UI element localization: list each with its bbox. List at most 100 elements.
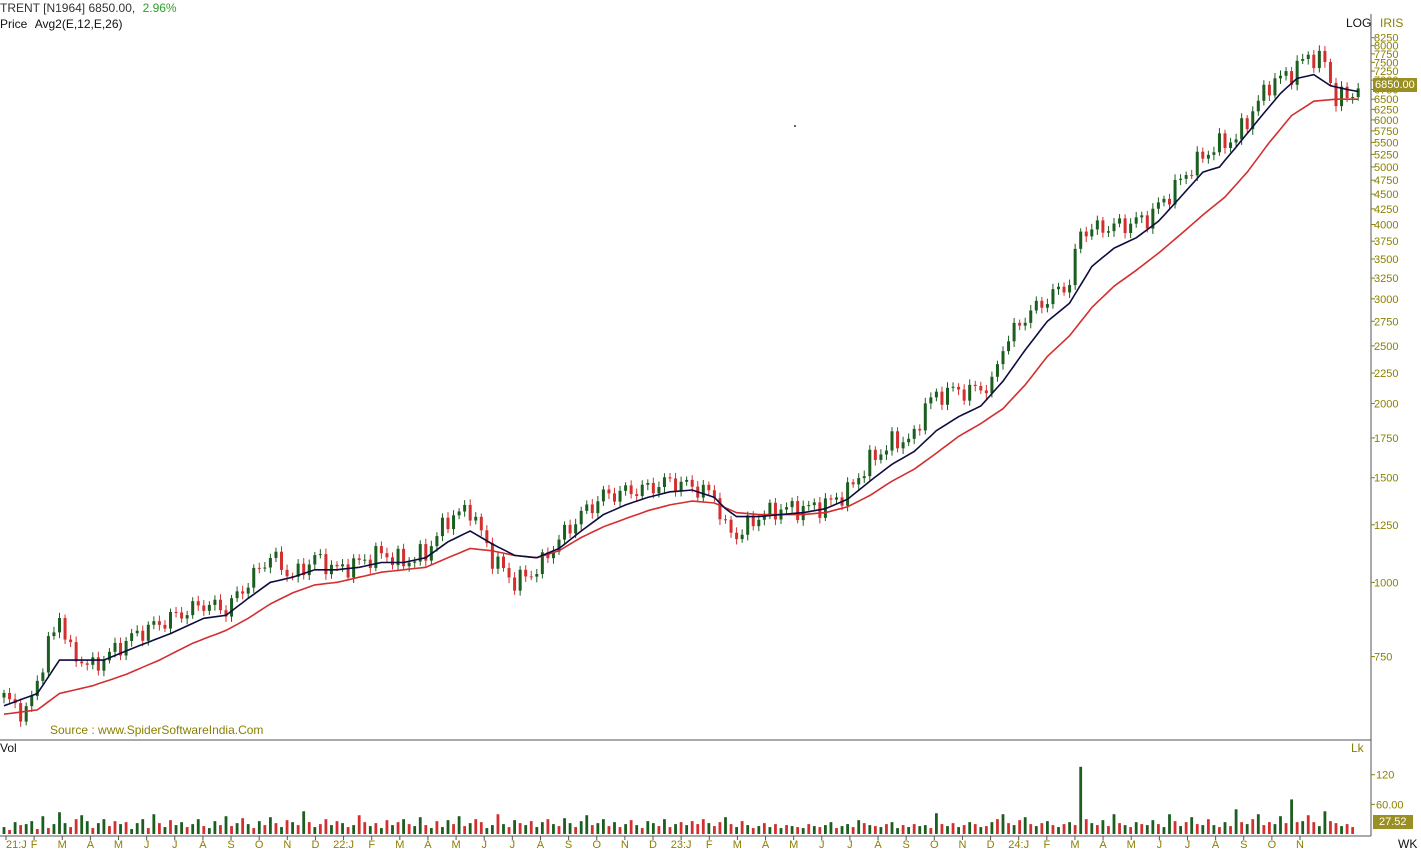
change-percent: 2.96% [142,1,177,15]
candle-body [335,564,339,567]
candle-body [479,516,483,531]
candle-body [890,431,894,451]
price-tick-label: 1250 [1374,520,1398,532]
volume-bar [418,817,422,834]
time-tick-label: J [481,839,487,851]
candle-body [662,477,666,488]
price-tick-label: 1500 [1374,473,1398,485]
candle-body [651,483,655,494]
candle-body [635,494,639,496]
candle-body [1234,139,1238,143]
volume-bar [707,823,711,834]
candle-body [1256,100,1260,112]
candle-body [551,551,555,559]
volume-bar [496,814,500,834]
time-tick-label: A [199,839,207,851]
volume-bar [779,828,783,834]
volume-bar [1290,799,1293,834]
volume-bar [1251,819,1255,834]
candle-body [474,516,478,521]
volume-bar [91,828,95,834]
volume-bar [851,827,855,834]
time-tick-label: M [452,839,461,851]
candle-body [1317,50,1321,69]
price-tick-label: 4000 [1374,220,1398,232]
volume-bar [63,823,67,834]
time-tick-label: A [874,839,882,851]
candle-body [674,478,678,492]
time-tick-label: J [819,839,825,851]
volume-bar [163,827,167,834]
volume-bar [812,826,816,834]
time-tick-label: S [565,839,572,851]
volume-bar [1351,827,1355,834]
volume-bar [801,828,805,834]
candle-body [1156,202,1160,209]
volume-bar [762,823,766,834]
candle-body [707,484,711,491]
volume-bar [252,828,256,834]
candle-body [1217,133,1221,153]
candle-body [735,532,739,540]
volume-bar [435,821,439,834]
volume-bar [518,823,522,834]
candle-body [241,591,245,594]
price-tick-label: 4500 [1374,189,1398,201]
candle-body [85,663,89,665]
indicator-label: Avg2(E,12,E,26) [34,17,123,31]
candle-body [96,657,100,671]
candle-body [1179,178,1183,180]
candle-body [91,657,95,665]
time-tick-label: 22:J [333,839,354,851]
volume-bar [1301,821,1305,834]
last-price: 6850.00, [88,1,136,15]
candle-body [590,504,594,514]
candle-body [1206,154,1210,159]
volume-bar [96,823,100,834]
candle-body [934,391,938,398]
volume-bar [1245,824,1249,834]
volume-bar [1073,825,1077,834]
price-tick-label: 7750 [1374,49,1398,61]
volume-bar [341,823,344,834]
source-caption: Source : www.SpiderSoftwareIndia.Com [50,723,264,737]
volume-bar [1323,811,1327,834]
volume-bar [196,819,200,834]
volume-bar [602,819,605,834]
candle-body [918,428,922,431]
candle-body [1045,304,1049,308]
volume-bar [646,821,650,834]
volume-bar [468,823,472,834]
candle-body [757,519,761,527]
volume-bar [1334,823,1338,834]
candle-body [446,517,450,530]
symbol-label: TRENT [N1964] [0,1,86,15]
volume-bar [130,829,134,834]
candle-body [235,591,239,599]
time-tick-label: D [649,839,657,851]
candle-body [413,561,417,563]
volume-bar [1240,822,1244,834]
volume-bar [1140,824,1144,834]
volume-bar [979,827,983,834]
log-toggle[interactable]: LOG [1346,16,1372,30]
time-tick-label: M [1127,839,1136,851]
volume-bar [380,828,383,834]
candle-body [119,642,123,656]
volume-bar [540,822,544,834]
time-tick-label: M [789,839,798,851]
candle-body [207,604,211,611]
candle-body [1168,198,1171,205]
volume-bar [424,825,428,834]
volume-bar [513,820,516,834]
volume-bar [918,826,922,834]
volume-bar [479,822,483,834]
volume-bar [296,825,300,834]
period-label: WK [1398,837,1418,851]
price-tick-label: 1750 [1374,433,1398,445]
volume-bar [457,816,461,834]
candle-body [468,504,472,521]
volume-bar [13,822,17,834]
candle-body [1351,96,1355,98]
volume-bar [1273,824,1277,834]
